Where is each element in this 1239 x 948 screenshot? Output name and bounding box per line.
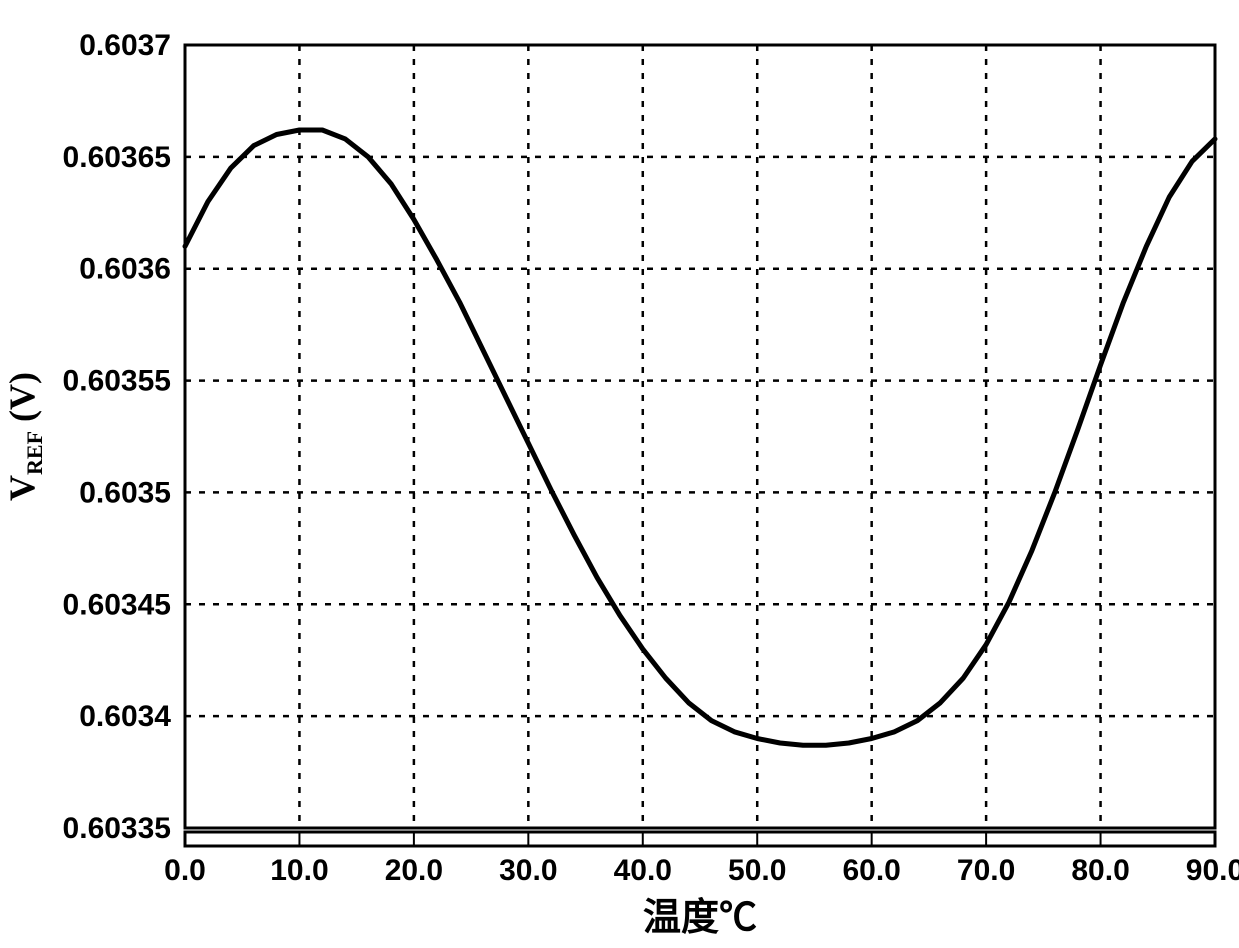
- line-chart: 0.0 10.0 20.0 30.0 40.0 50.0 60.0 70.0 80.0 90.0 0…: [0, 0, 1239, 948]
- x-tick-label: 0.0: [164, 854, 206, 887]
- y-tick-label: 0.60335: [63, 812, 171, 845]
- x-tick-label: 70.0: [957, 854, 1015, 887]
- y-tick-label: 0.6034: [79, 700, 171, 733]
- x-tick-label: 60.0: [842, 854, 900, 887]
- x-tick-label: 80.0: [1071, 854, 1129, 887]
- x-axis-label: 温度℃: [643, 897, 757, 939]
- y-tick-label: 0.6035: [79, 476, 171, 509]
- x-tick-label: 20.0: [385, 854, 443, 887]
- y-tick-label: 0.6036: [79, 253, 171, 286]
- y-tick-label: 0.6037: [79, 29, 171, 62]
- x-tick-label: 10.0: [270, 854, 328, 887]
- y-tick-label: 0.60345: [63, 588, 171, 621]
- y-tick-label: 0.60355: [63, 365, 171, 398]
- x-tick-label: 40.0: [614, 854, 672, 887]
- chart-container: 0.0 10.0 20.0 30.0 40.0 50.0 60.0 70.0 80.0 90.0 0…: [0, 0, 1239, 948]
- x-tick-label: 90.0: [1186, 854, 1239, 887]
- x-tick-label: 30.0: [499, 854, 557, 887]
- x-tick-label: 50.0: [728, 854, 786, 887]
- y-tick-label: 0.60365: [63, 141, 171, 174]
